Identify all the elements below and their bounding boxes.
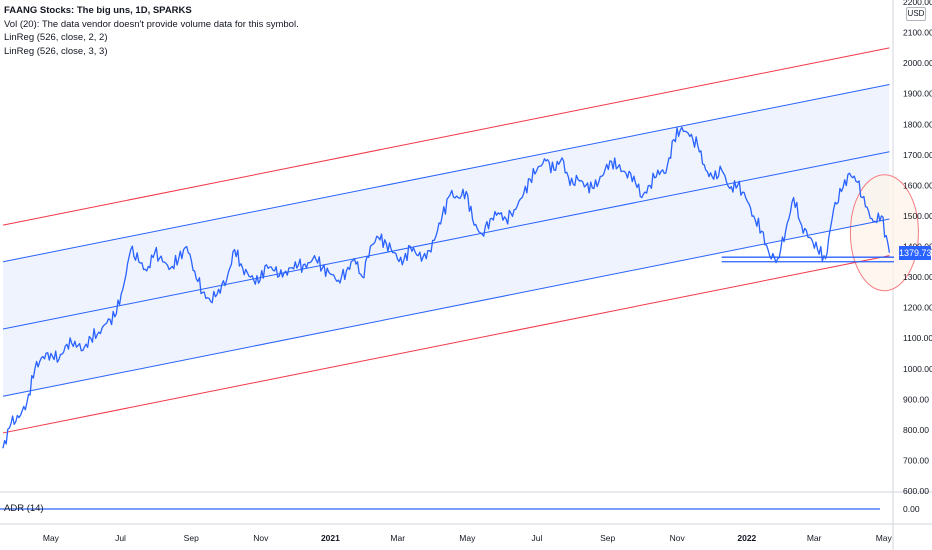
y-tick-label: 1100.00 bbox=[903, 333, 932, 343]
y-tick-label: 2200.00 bbox=[903, 0, 932, 7]
adr-value: 0.00 bbox=[903, 504, 920, 514]
x-tick-label: Mar bbox=[390, 533, 405, 543]
y-tick-label: 1500.00 bbox=[903, 211, 932, 221]
legend-title[interactable]: FAANG Stocks: The big uns, 1D, SPARKS bbox=[4, 5, 192, 16]
x-tick-label: Sep bbox=[600, 533, 615, 543]
y-tick-label: 1600.00 bbox=[903, 180, 932, 190]
y-tick-label: 1900.00 bbox=[903, 89, 932, 99]
x-tick-label: 2021 bbox=[321, 533, 340, 543]
horizontal-levels bbox=[721, 256, 894, 263]
price-axis[interactable]: 600.00 700.00 800.00 900.00 1000.00 1100.00 12… bbox=[903, 0, 932, 496]
x-tick-label: Mar bbox=[807, 533, 822, 543]
linreg-inner-lower bbox=[2, 218, 890, 397]
x-tick-label: Nov bbox=[670, 533, 686, 543]
last-price-badge: 1379.73 bbox=[899, 246, 932, 260]
linreg-outer-upper bbox=[2, 47, 890, 226]
legend-linreg-2[interactable]: LinReg (526, close, 3, 3) bbox=[4, 45, 108, 57]
y-tick-label: 1300.00 bbox=[903, 272, 932, 282]
y-tick-label: 800.00 bbox=[903, 425, 929, 435]
x-tick-label: Jul bbox=[531, 533, 542, 543]
x-tick-label: May bbox=[43, 533, 60, 543]
x-tick-label: Jul bbox=[115, 533, 126, 543]
y-tick-label: 1800.00 bbox=[903, 119, 932, 129]
currency-badge[interactable]: USD bbox=[906, 7, 926, 21]
adr-legend[interactable]: ADR (14) bbox=[4, 503, 44, 514]
linreg-center bbox=[2, 151, 890, 330]
price-series-line bbox=[2, 126, 891, 449]
y-tick-label: 700.00 bbox=[903, 455, 929, 465]
legend: FAANG Stocks: The big uns, 1D, SPARKS Vo… bbox=[4, 4, 299, 58]
x-tick-label: Sep bbox=[184, 533, 199, 543]
x-tick-label: May bbox=[459, 533, 476, 543]
y-tick-label: 900.00 bbox=[903, 394, 929, 404]
x-tick-label: Nov bbox=[253, 533, 269, 543]
legend-linreg-1[interactable]: LinReg (526, close, 2, 2) bbox=[4, 32, 108, 43]
y-tick-label: 2100.00 bbox=[903, 28, 932, 38]
legend-vol[interactable]: Vol (20): The data vendor doesn't provid… bbox=[4, 18, 299, 30]
y-tick-label: 1200.00 bbox=[903, 303, 932, 313]
time-axis[interactable]: May Jul Sep Nov 2021 Mar May Jul Sep Nov 2022 Mar Ma… bbox=[43, 533, 893, 543]
linreg-outer-lower bbox=[2, 255, 890, 434]
y-tick-label: 2000.00 bbox=[903, 58, 932, 68]
x-tick-label: 2022 bbox=[737, 533, 756, 543]
y-tick-label: 1700.00 bbox=[903, 150, 932, 160]
y-tick-label: 600.00 bbox=[903, 486, 929, 496]
linreg-lines bbox=[2, 47, 890, 434]
linreg-inner-upper bbox=[2, 84, 890, 263]
x-tick-label: May bbox=[876, 533, 893, 543]
y-tick-label: 1000.00 bbox=[903, 364, 932, 374]
